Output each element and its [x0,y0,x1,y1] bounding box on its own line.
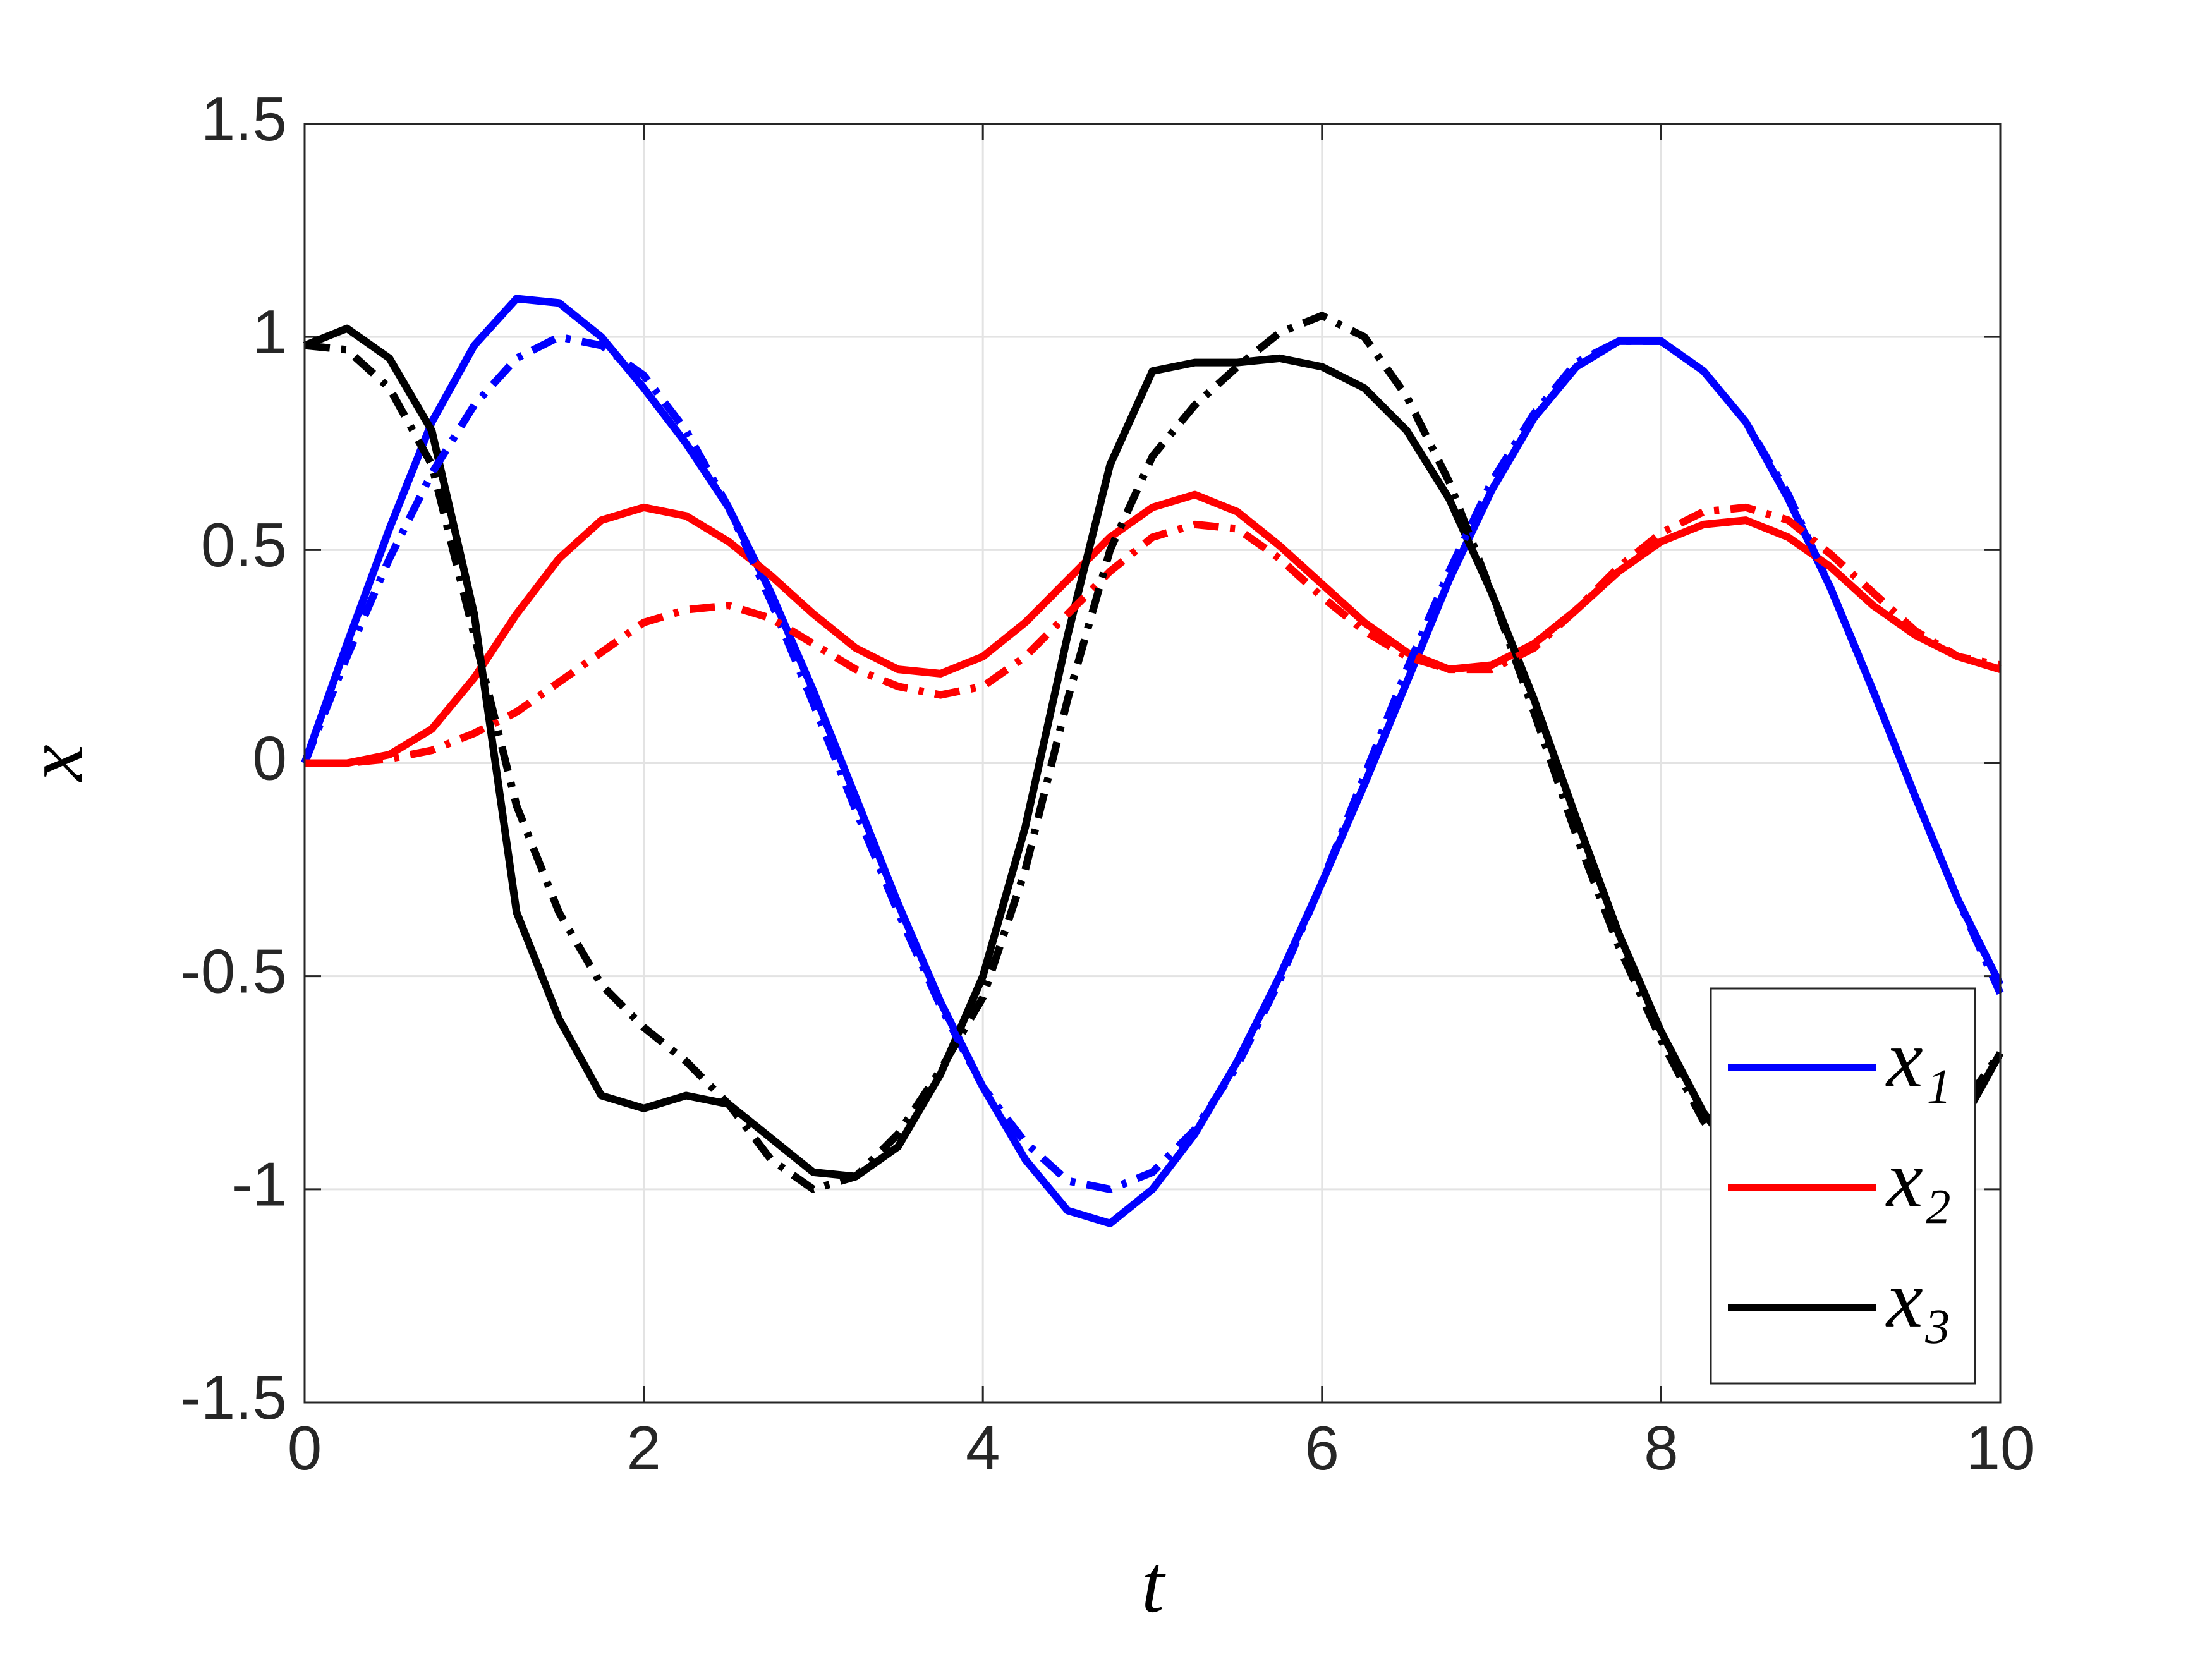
y-tick-label: -1 [232,1150,287,1219]
x-tick-label: 0 [288,1413,322,1483]
y-axis-label: x [9,744,100,782]
line-series [301,333,2004,1193]
y-tick-label: -0.5 [180,937,287,1006]
line-series [305,503,2002,767]
x-tick-label: 6 [1305,1413,1340,1483]
y-tick-label: 1.5 [201,84,287,154]
x-tick-label: 8 [1644,1413,1679,1483]
plot-frame [303,123,2002,1404]
y-tick-label: 1 [252,297,287,367]
y-tick-label: 0 [252,723,287,793]
x-tick-label: 4 [966,1413,1000,1483]
line-series [305,490,2002,767]
legend-label: x₂ [1885,1134,1952,1225]
legend-label: x₃ [1885,1254,1952,1345]
x-axis-label: t [1141,1539,1166,1630]
x-tick-label: 2 [626,1413,661,1483]
x-tick-label: 10 [1966,1413,2034,1483]
y-tick-label: 0.5 [201,510,287,580]
line-series [304,312,2003,1215]
legend-label: x₁ [1885,1014,1952,1105]
y-tick-label: -1.5 [180,1363,287,1432]
